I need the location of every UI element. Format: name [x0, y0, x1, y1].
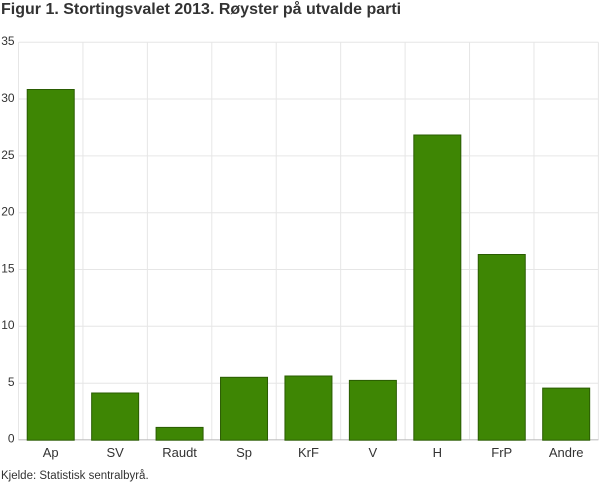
svg-text:KrF: KrF — [298, 445, 319, 460]
svg-text:20: 20 — [1, 205, 15, 219]
svg-text:5: 5 — [8, 375, 15, 389]
svg-text:Ap: Ap — [43, 445, 59, 460]
svg-text:10: 10 — [1, 318, 15, 332]
svg-text:Raudt: Raudt — [162, 445, 197, 460]
svg-text:35: 35 — [1, 34, 15, 48]
svg-text:Kjelde: Statistisk sentralbyrå: Kjelde: Statistisk sentralbyrå. — [1, 470, 149, 482]
svg-text:Andre: Andre — [549, 445, 584, 460]
svg-text:0: 0 — [8, 432, 15, 446]
svg-text:25: 25 — [1, 148, 15, 162]
svg-text:V: V — [369, 445, 378, 460]
svg-text:SV: SV — [106, 445, 124, 460]
svg-text:FrP: FrP — [491, 445, 512, 460]
svg-text:30: 30 — [1, 91, 15, 105]
svg-text:Sp: Sp — [236, 445, 252, 460]
svg-text:15: 15 — [1, 261, 15, 275]
svg-text:H: H — [433, 445, 442, 460]
svg-text:Figur 1. Stortingsvalet 2013.: Figur 1. Stortingsvalet 2013. Røyster på… — [1, 0, 401, 18]
